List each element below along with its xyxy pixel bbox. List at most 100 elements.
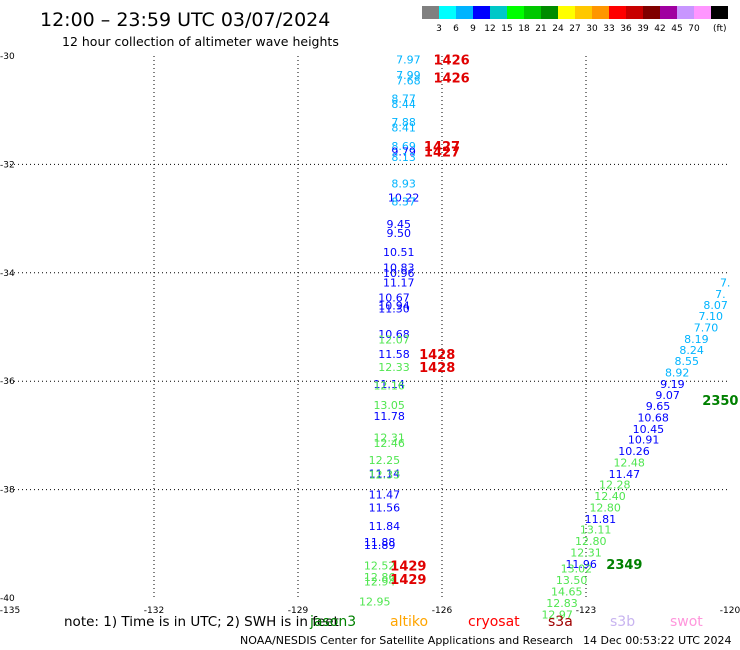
- x-tick-label: -126: [432, 606, 453, 616]
- wave-height-label: 11.17: [383, 277, 415, 290]
- y-tick-label: -32: [0, 160, 15, 170]
- wave-height-label: 8.93: [391, 177, 416, 190]
- legend-swatch: [456, 6, 473, 19]
- wave-height-label: 13.05: [373, 399, 405, 412]
- wave-height-label: 12.31: [373, 432, 405, 445]
- pass-time-label: 2349: [606, 558, 642, 573]
- wave-height-label: 8.44: [391, 98, 416, 111]
- satellite-name: cryosat: [468, 614, 520, 630]
- wave-height-label: 11.30: [378, 303, 410, 316]
- wave-height-label: 12.52: [364, 559, 396, 572]
- wave-height-label: 8.37: [391, 195, 416, 208]
- x-tick-label: -135: [0, 606, 20, 616]
- wave-height-label: 7.70: [694, 322, 719, 335]
- wave-height-label: 10.68: [637, 412, 669, 425]
- wave-height-label: 11.84: [369, 520, 401, 533]
- wave-height-label: 12.97: [541, 608, 573, 621]
- legend-swatch: [439, 6, 456, 19]
- wave-height-label: 10.22: [388, 191, 420, 204]
- legend-label: 39: [637, 24, 649, 34]
- wave-height-label: 7.88: [391, 116, 416, 129]
- wave-height-label: 12.95: [359, 595, 391, 608]
- legend-swatch: [524, 6, 541, 19]
- wave-height-label: 12.40: [594, 490, 626, 503]
- wave-height-label: 11.96: [565, 558, 597, 571]
- wave-height-label: 10.96: [383, 267, 415, 280]
- pass-time-label: 1429: [390, 559, 426, 574]
- wave-height-label: 12.33: [369, 468, 401, 481]
- legend-label: 45: [671, 24, 682, 34]
- wave-height-label: 8.41: [391, 122, 416, 135]
- wave-height-label: 8.77: [391, 92, 416, 105]
- wave-height-label: 11.81: [585, 513, 617, 526]
- pass-time-label: 1426: [434, 72, 470, 87]
- pass-time-label: 1426: [434, 53, 470, 68]
- wave-height-label: 13.02: [561, 563, 593, 576]
- wave-height-label: 14.65: [551, 585, 583, 598]
- legend-label: 6: [453, 24, 459, 34]
- y-tick-label: -30: [0, 52, 15, 62]
- legend-swatch: [694, 6, 711, 19]
- wave-height-label: 8.92: [665, 367, 690, 380]
- wave-height-label: 10.68: [378, 328, 410, 341]
- wave-height-label: 11.14: [369, 467, 401, 480]
- wave-height-label: 13.50: [556, 574, 588, 587]
- pass-time-label: 1428: [419, 348, 455, 363]
- legend-swatch: [660, 6, 677, 19]
- legend-swatch: [643, 6, 660, 19]
- wave-height-label: 7.: [720, 277, 731, 290]
- legend-label: 70: [688, 24, 700, 34]
- legend-swatch: [558, 6, 575, 19]
- color-legend: 3 6 9 12 15 18 21 24 27 30 33 36 39 42 45 70 (ft): [422, 6, 728, 34]
- x-tick-label: -123: [576, 606, 596, 616]
- legend-label: 9: [470, 24, 476, 34]
- wave-height-label: 12.86: [364, 571, 396, 584]
- wave-height-label: 9.19: [660, 378, 685, 391]
- pass-time-label: 1427: [424, 140, 460, 155]
- wave-height-label: 9.79: [391, 145, 416, 158]
- legend-label: 12: [484, 24, 495, 34]
- legend-label: 15: [501, 24, 512, 34]
- wave-height-label: 8.55: [675, 355, 700, 368]
- footer-credit: NOAA/NESDIS Center for Satellite Applica…: [240, 634, 573, 647]
- wave-height-label: 10.91: [628, 434, 660, 447]
- pass-time-label: 1428: [419, 361, 455, 376]
- wave-height-label: 8.07: [703, 299, 728, 312]
- wave-height-label: 12.33: [378, 361, 410, 374]
- wave-height-label: 11.58: [378, 348, 410, 361]
- legend-label: 30: [586, 24, 598, 34]
- wave-height-label: 10.51: [383, 246, 415, 259]
- wave-height-label: 11.88: [364, 536, 396, 549]
- satellite-name: s3b: [610, 614, 635, 630]
- wave-height-label: 12.94: [364, 576, 396, 589]
- wave-height-label: 8.69: [391, 140, 416, 153]
- wave-height-label: 7.99: [396, 69, 421, 82]
- legend-swatch: [422, 6, 439, 19]
- pass-time-label: 1429: [390, 573, 426, 588]
- wave-height-label: 10.26: [618, 445, 650, 458]
- wave-height-label: 9.45: [387, 218, 412, 231]
- legend-label: 21: [535, 24, 546, 34]
- wave-height-label: 8.19: [684, 333, 709, 346]
- satellite-legend: jason3 altiko cryosat s3a s3b swot: [309, 614, 703, 630]
- wave-height-label: 7.: [715, 288, 726, 301]
- legend-swatch: [507, 6, 524, 19]
- wave-height-label: 11.56: [369, 501, 401, 514]
- wave-height-label: 11.47: [609, 468, 641, 481]
- wave-height-label: 12.16: [373, 380, 405, 393]
- legend-label: 18: [518, 24, 530, 34]
- chart-subtitle: 12 hour collection of altimeter wave hei…: [62, 34, 339, 49]
- satellite-name: swot: [670, 614, 703, 630]
- wave-height-label: 10.45: [633, 423, 665, 436]
- satellite-name: s3a: [548, 614, 573, 630]
- legend-label: 36: [620, 24, 632, 34]
- wave-height-label: 10.67: [378, 292, 410, 305]
- pass-time-label: 2350: [702, 394, 738, 409]
- legend-swatch: [711, 6, 728, 19]
- satellite-name: jason3: [309, 614, 356, 630]
- x-tick-label: -120: [720, 606, 740, 616]
- legend-label: 42: [654, 24, 665, 34]
- legend-label: 24: [552, 24, 564, 34]
- legend-label: 27: [569, 24, 580, 34]
